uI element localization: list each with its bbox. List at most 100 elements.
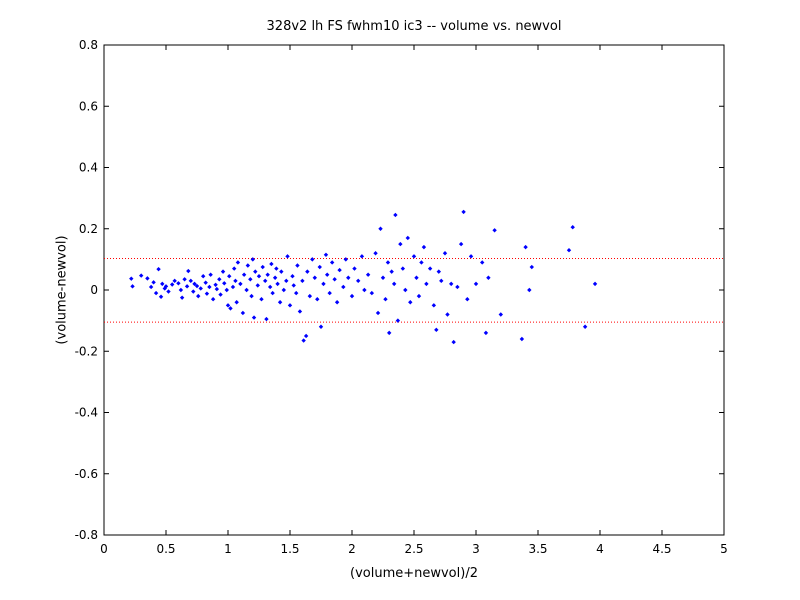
data-point <box>196 293 201 299</box>
data-point <box>198 286 203 291</box>
data-point <box>201 274 206 279</box>
data-point <box>240 310 246 316</box>
data-point <box>427 266 433 271</box>
data-point <box>186 268 191 274</box>
data-point <box>275 281 280 287</box>
data-point <box>178 287 184 293</box>
data-point <box>329 260 335 265</box>
data-point <box>272 275 278 280</box>
data-point <box>310 257 315 262</box>
data-point <box>337 267 342 273</box>
x-tick-label: 3.5 <box>528 542 547 556</box>
data-point <box>408 300 413 305</box>
data-point <box>263 278 268 284</box>
data-point <box>213 282 218 287</box>
data-point <box>210 296 216 302</box>
data-point <box>570 225 575 230</box>
data-point <box>284 278 289 284</box>
data-point <box>279 269 284 274</box>
data-point <box>421 244 427 250</box>
data-point <box>416 293 422 299</box>
data-point <box>341 284 346 290</box>
data-point <box>395 318 401 323</box>
data-point <box>269 261 274 267</box>
chart-title: 328v2 lh FS fwhm10 ic3 -- volume vs. new… <box>266 19 562 34</box>
data-point <box>393 212 398 218</box>
data-point <box>529 264 534 270</box>
y-tick-label: 0 <box>90 283 98 297</box>
data-point <box>264 316 269 322</box>
data-point <box>325 272 330 277</box>
y-tick-label: -0.2 <box>75 344 98 358</box>
data-point <box>277 300 283 305</box>
data-point <box>315 296 320 302</box>
data-point <box>218 292 223 297</box>
data-point <box>179 295 185 300</box>
data-point <box>234 300 239 305</box>
data-point <box>129 276 134 281</box>
data-point <box>323 252 329 257</box>
data-point <box>431 303 437 308</box>
data-point <box>248 277 253 282</box>
data-point <box>519 336 525 342</box>
data-point <box>163 284 169 289</box>
data-point <box>285 254 290 259</box>
data-point <box>380 275 386 280</box>
x-tick-label: 5 <box>720 542 728 556</box>
x-tick-label: 1 <box>224 542 232 556</box>
data-point <box>192 281 197 287</box>
y-tick-label: -0.8 <box>75 528 98 542</box>
data-point <box>473 281 479 287</box>
data-point <box>217 277 222 282</box>
data-point <box>352 266 357 271</box>
data-point <box>204 291 210 296</box>
data-point <box>498 312 503 317</box>
data-point <box>227 274 232 279</box>
data-point <box>281 287 286 293</box>
x-tick-label: 0 <box>100 542 108 556</box>
data-point <box>449 281 454 287</box>
data-point <box>244 287 249 293</box>
data-point <box>295 263 300 268</box>
data-point <box>245 263 251 268</box>
y-tick-label: 0.2 <box>79 222 98 236</box>
data-point <box>130 284 135 289</box>
y-tick-label: -0.6 <box>75 467 98 481</box>
data-point <box>419 260 424 265</box>
data-point <box>182 277 187 282</box>
data-point <box>214 286 220 292</box>
data-point <box>486 275 491 280</box>
data-point <box>172 278 177 284</box>
data-point <box>307 293 313 299</box>
data-point <box>148 284 154 290</box>
data-point <box>378 226 383 231</box>
data-point <box>145 276 150 281</box>
data-point <box>160 281 165 287</box>
data-point <box>405 235 410 241</box>
data-point <box>290 274 295 279</box>
data-point <box>222 281 227 286</box>
data-point <box>442 251 448 256</box>
data-point <box>230 284 236 290</box>
data-point <box>249 293 254 299</box>
data-point <box>317 264 322 270</box>
data-point <box>228 306 233 311</box>
x-tick-label: 2 <box>348 542 356 556</box>
data-point <box>274 266 279 271</box>
data-point <box>191 289 196 294</box>
plot-area <box>103 44 725 536</box>
data-point <box>566 247 572 253</box>
data-point <box>318 324 324 329</box>
data-point <box>582 324 588 329</box>
data-point <box>321 281 326 287</box>
data-point <box>265 272 270 277</box>
data-point <box>375 310 381 316</box>
data-point <box>387 330 392 336</box>
data-point <box>369 290 375 296</box>
data-point <box>332 277 337 282</box>
data-point <box>414 275 419 280</box>
data-point <box>398 241 403 247</box>
data-point <box>356 278 361 284</box>
